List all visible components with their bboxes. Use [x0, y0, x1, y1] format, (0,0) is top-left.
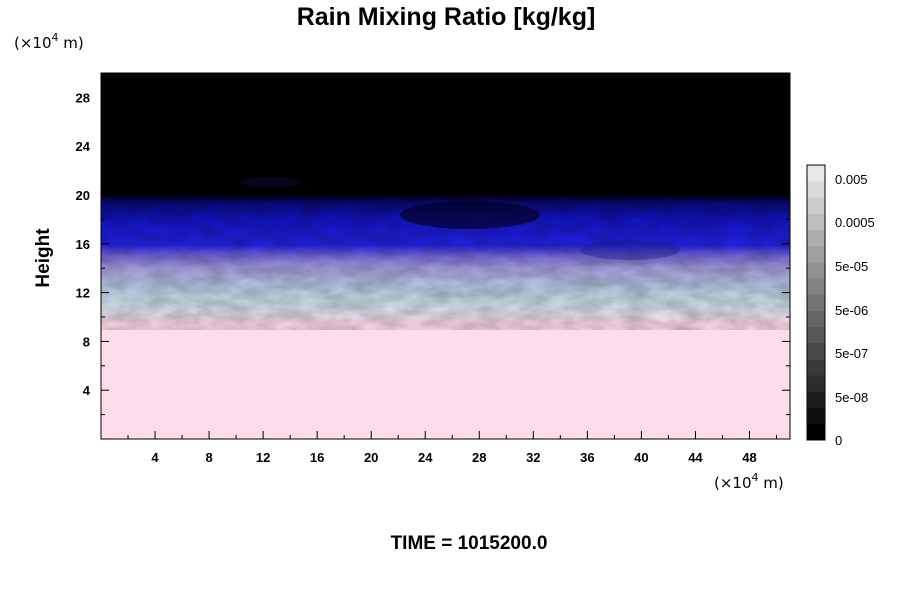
colorbar-frame — [806, 164, 826, 441]
colorbar-swatch — [807, 197, 825, 214]
colorbar-tick-label: 5e-08 — [835, 390, 868, 405]
colorbar-tick-label: 0.0005 — [835, 215, 875, 230]
x-axis: 4 8 12 16 20 24 28 32 36 40 44 48 — [127, 73, 777, 465]
x-tick-label: 40 — [634, 450, 648, 465]
colorbar-tick-label: 5e-07 — [835, 346, 868, 361]
plot-frame — [100, 72, 791, 440]
x-tick-label: 24 — [418, 450, 433, 465]
colorbar-swatch — [807, 342, 825, 360]
x-tick-label: 12 — [256, 450, 270, 465]
colorbar-swatch — [807, 229, 825, 247]
colorbar-tick-label: 5e-06 — [835, 303, 868, 318]
colorbar-swatch — [807, 407, 825, 425]
colorbar: 0.005 0.0005 5e-05 5e-06 5e-07 5e-08 0 — [806, 164, 875, 448]
y-tick-label: 28 — [76, 90, 90, 105]
x-tick-label: 16 — [310, 450, 324, 465]
colorbar-swatch — [807, 391, 825, 408]
y-tick-label: 24 — [76, 139, 91, 154]
colorbar-swatch — [807, 165, 825, 182]
colorbar-swatch — [807, 262, 825, 279]
y-tick-label: 8 — [83, 334, 90, 349]
colorbar-tick-label: 0.005 — [835, 172, 868, 187]
time-label: TIME = 1015200.0 — [391, 533, 548, 554]
colorbar-swatch — [807, 359, 825, 376]
dark-patch — [580, 240, 680, 260]
y-tick-label: 16 — [76, 237, 90, 252]
x-tick-label: 20 — [364, 450, 378, 465]
y-tick-label: 4 — [83, 383, 91, 398]
y-axis: 4 8 12 16 20 24 28 — [76, 90, 790, 416]
y-axis-label: Height — [33, 228, 54, 288]
colorbar-swatch — [807, 375, 825, 392]
colorbar-swatch — [807, 213, 825, 231]
x-tick-label: 8 — [205, 450, 212, 465]
chart-title: Rain Mixing Ratio [kg/kg] — [297, 3, 596, 31]
colorbar-tick-label: 0 — [835, 433, 842, 448]
colorbar-swatch — [807, 326, 825, 344]
x-tick-label: 44 — [688, 450, 703, 465]
y-unit-label: (×104 m) — [14, 31, 84, 52]
colorbar-swatch — [807, 310, 825, 328]
heatmap-field — [101, 73, 790, 439]
x-tick-label: 4 — [151, 450, 159, 465]
colorbar-swatch — [807, 181, 825, 198]
colorbar-swatch — [807, 423, 825, 441]
x-tick-label: 28 — [472, 450, 486, 465]
dark-patch — [240, 177, 300, 187]
colorbar-swatch — [807, 245, 825, 263]
dark-patch — [400, 201, 540, 229]
colorbar-swatch — [807, 278, 825, 295]
x-tick-label: 36 — [580, 450, 594, 465]
x-unit-label: (×104 m) — [714, 471, 784, 492]
colorbar-tick-label: 5e-05 — [835, 259, 868, 274]
colorbar-swatch — [807, 294, 825, 311]
x-tick-label: 32 — [526, 450, 540, 465]
y-tick-label: 20 — [76, 188, 90, 203]
x-tick-label: 48 — [742, 450, 756, 465]
y-tick-label: 12 — [76, 286, 90, 301]
